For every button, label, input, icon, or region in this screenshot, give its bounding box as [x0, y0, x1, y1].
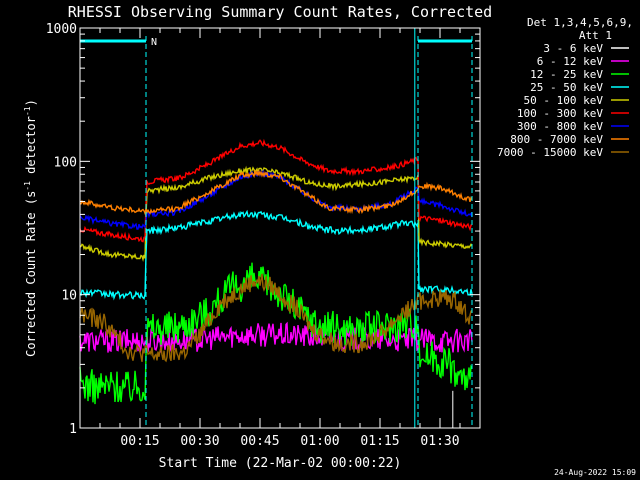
series-25-to-50keV-kev	[79, 209, 473, 301]
x-axis: 00:15 00:30 00:45 01:00 01:15 01:30	[99, 28, 461, 449]
series-50-to-100keV-kev	[79, 165, 473, 263]
y-tick-label: 1	[69, 422, 77, 437]
attenuator-label: N	[151, 37, 157, 48]
series-6-to-12keV-kev	[79, 321, 473, 354]
x-tick-label: 01:15	[360, 434, 399, 449]
series-line-25-to-50keV	[79, 209, 473, 301]
series-line-50-to-100keV	[79, 165, 473, 263]
legend-label: 300 - 800 keV	[517, 120, 603, 133]
series-12-to-25keV-kev	[79, 262, 473, 405]
y-axis-label-main: Corrected Count Rate (s	[24, 191, 38, 357]
legend-label: 7000 - 15000 keV	[497, 146, 603, 159]
x-axis-label: Start Time (22-Mar-02 00:00:22)	[159, 456, 402, 471]
legend-header-line-1: Det 1,3,4,5,6,9,	[527, 16, 633, 29]
legend-label: 6 - 12 keV	[537, 55, 604, 68]
legend-label: 50 - 100 keV	[524, 94, 604, 107]
legend-label: 800 - 7000 keV	[510, 133, 603, 146]
y-tick-label: 10	[61, 289, 77, 304]
series-800-to-7000keV-kev	[79, 168, 473, 216]
series-7000-to-15000keV-kev	[79, 273, 473, 363]
chart-title: RHESSI Observing Summary Count Rates, Co…	[68, 3, 492, 21]
y-tick-label: 1000	[46, 22, 77, 37]
legend-label: 100 - 300 keV	[517, 107, 603, 120]
y-axis-label-mid: detector	[24, 116, 38, 181]
legend-label: 12 - 25 keV	[530, 68, 603, 81]
y-tick-label: 100	[54, 155, 77, 170]
x-tick-label: 00:30	[180, 434, 219, 449]
x-tick-label: 00:15	[120, 434, 159, 449]
series-line-800-to-7000keV	[79, 168, 473, 216]
x-tick-label: 00:45	[240, 434, 279, 449]
x-tick-label: 01:30	[420, 434, 459, 449]
x-tick-label: 01:00	[300, 434, 339, 449]
attenuator-layer: N	[80, 28, 473, 428]
legend-label: 25 - 50 keV	[530, 81, 603, 94]
footer-timestamp: 24-Aug-2022 15:09	[554, 468, 636, 477]
y-axis-label-sup2: -1	[23, 106, 32, 116]
y-axis: 1 10 100 1000	[46, 22, 480, 437]
series-line-7000-to-15000keV	[79, 273, 473, 363]
series-line-12-to-25keV	[79, 262, 473, 405]
y-axis-label-end: )	[24, 99, 38, 106]
series-line-6-to-12keV	[79, 321, 473, 354]
y-axis-label: Corrected Count Rate (s-1 detector-1)	[23, 99, 38, 357]
series-layer	[79, 138, 473, 428]
legend-label: 3 - 6 keV	[543, 42, 603, 55]
y-axis-label-sup1: -1	[23, 181, 32, 191]
legend-header-line-2: Att 1	[579, 29, 612, 42]
